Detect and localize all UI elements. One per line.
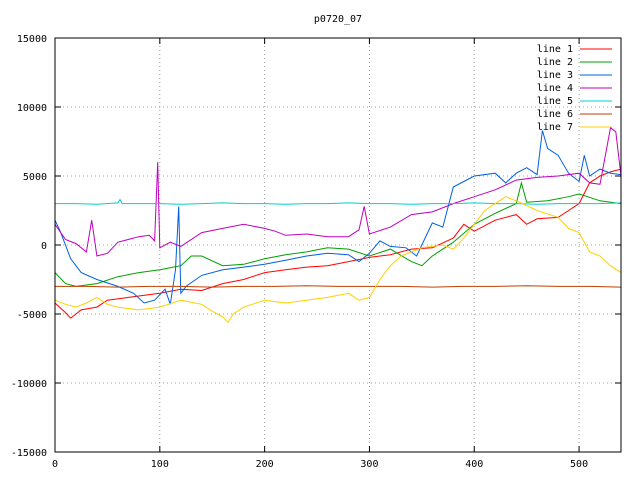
series-line-1 bbox=[54, 168, 622, 319]
legend: line 1 line 2 line 3 line 4 line 5 line 6 line… bbox=[537, 44, 612, 133]
legend-label: line 3 bbox=[537, 70, 573, 81]
legend-label: line 7 bbox=[537, 122, 573, 133]
legend-label: line 2 bbox=[537, 57, 573, 68]
y-tick-label: -15000 bbox=[11, 448, 47, 459]
series-line-3 bbox=[54, 130, 622, 305]
series-line-5 bbox=[55, 198, 622, 205]
x-tick-label: 500 bbox=[570, 459, 588, 470]
y-tick-label: -10000 bbox=[11, 379, 47, 390]
series-lines bbox=[54, 126, 622, 324]
x-tick-label: 200 bbox=[256, 459, 274, 470]
series-line-2 bbox=[54, 180, 622, 287]
y-tick-label: 15000 bbox=[17, 34, 47, 45]
x-tick-label: 100 bbox=[151, 459, 169, 470]
y-tick-label: 5000 bbox=[23, 172, 47, 183]
chart-title: p0720_07 bbox=[314, 14, 362, 25]
y-tick-label: -5000 bbox=[17, 310, 47, 321]
series-line-6 bbox=[55, 285, 622, 288]
legend-label: line 6 bbox=[537, 109, 573, 120]
legend-label: line 1 bbox=[537, 44, 573, 55]
series-line-7 bbox=[54, 196, 622, 324]
x-tick-label: 400 bbox=[465, 459, 483, 470]
y-tick-label: 0 bbox=[41, 241, 47, 252]
legend-label: line 5 bbox=[537, 96, 573, 107]
x-tick-label: 300 bbox=[360, 459, 378, 470]
axis-ticks: 0 100 200 300 400 500 -15000 -10000 -5000 0 5000 10… bbox=[11, 34, 621, 470]
series-line-4 bbox=[54, 126, 622, 257]
y-tick-label: 10000 bbox=[17, 103, 47, 114]
x-tick-label: 0 bbox=[52, 459, 58, 470]
grid bbox=[55, 38, 621, 452]
legend-label: line 4 bbox=[537, 83, 573, 94]
